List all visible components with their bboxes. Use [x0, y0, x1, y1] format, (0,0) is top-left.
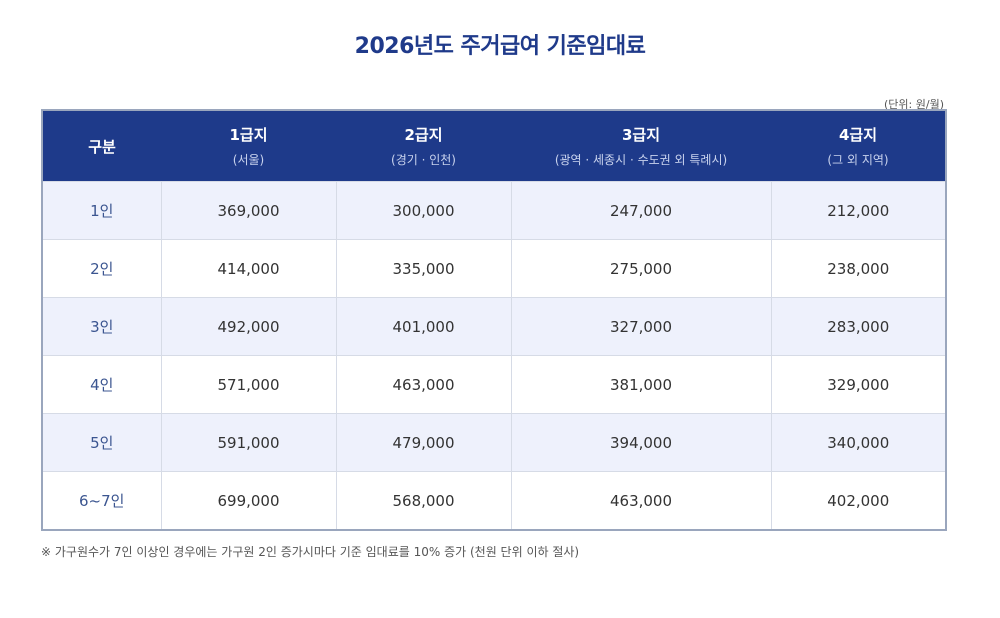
- header-category: 구분: [42, 110, 161, 182]
- footnote: ※ 가구원수가 7인 이상인 경우에는 가구원 2인 증가시마다 기준 임대료를…: [41, 545, 580, 559]
- cell-tier-2: 335,000: [335, 239, 511, 298]
- cell-tier-4: 238,000: [770, 239, 946, 298]
- page-title: 2026년도 주거급여 기준임대료: [354, 34, 646, 59]
- header-tier-name: 1급지: [229, 126, 268, 144]
- table-row: 1인 369,000 300,000 247,000 212,000: [42, 181, 946, 240]
- cell-tier-1: 369,000: [160, 181, 336, 240]
- cell-tier-1: 591,000: [160, 413, 336, 472]
- row-label: 5인: [42, 413, 161, 472]
- table-row: 4인 571,000 463,000 381,000 329,000: [42, 355, 946, 414]
- unit-label: (단위: 원/월): [884, 98, 944, 111]
- header-tier-region: (광역 · 세종시 · 수도권 외 특례시): [554, 153, 728, 167]
- cell-tier-1: 699,000: [160, 471, 336, 530]
- table-header-row: 구분 1급지 (서울) 2급지 (경기 · 인천) 3급지 (광역 · 세종시 …: [42, 110, 946, 182]
- header-tier-1: 1급지 (서울): [161, 110, 336, 182]
- row-label: 6~7인: [42, 471, 161, 530]
- cell-tier-3: 327,000: [510, 297, 771, 356]
- cell-tier-3: 275,000: [510, 239, 771, 298]
- cell-tier-3: 463,000: [510, 471, 771, 530]
- table-row: 3인 492,000 401,000 327,000 283,000: [42, 297, 946, 356]
- cell-tier-1: 571,000: [160, 355, 336, 414]
- cell-tier-4: 402,000: [770, 471, 946, 530]
- cell-tier-3: 247,000: [510, 181, 771, 240]
- row-label: 1인: [42, 181, 161, 240]
- header-tier-region: (그 외 지역): [827, 153, 889, 167]
- table-row: 6~7인 699,000 568,000 463,000 402,000: [42, 471, 946, 530]
- header-tier-region: (서울): [232, 153, 265, 167]
- cell-tier-1: 492,000: [160, 297, 336, 356]
- cell-tier-3: 394,000: [510, 413, 771, 472]
- header-tier-name: 4급지: [838, 126, 878, 144]
- cell-tier-2: 479,000: [335, 413, 511, 472]
- header-tier-name: 3급지: [621, 126, 661, 144]
- cell-tier-4: 212,000: [770, 181, 946, 240]
- cell-tier-2: 300,000: [335, 181, 511, 240]
- header-tier-4: 4급지 (그 외 지역): [771, 110, 946, 182]
- cell-tier-4: 283,000: [770, 297, 946, 356]
- table-row: 2인 414,000 335,000 275,000 238,000: [42, 239, 946, 298]
- row-label: 2인: [42, 239, 161, 298]
- header-tier-region: (경기 · 인천): [391, 153, 456, 167]
- row-label: 4인: [42, 355, 161, 414]
- cell-tier-2: 568,000: [335, 471, 511, 530]
- header-tier-2: 2급지 (경기 · 인천): [336, 110, 511, 182]
- cell-tier-2: 463,000: [335, 355, 511, 414]
- rent-table: 구분 1급지 (서울) 2급지 (경기 · 인천) 3급지 (광역 · 세종시 …: [41, 109, 947, 531]
- table-row: 5인 591,000 479,000 394,000 340,000: [42, 413, 946, 472]
- header-tier-name: 2급지: [404, 126, 443, 144]
- header-tier-3: 3급지 (광역 · 세종시 · 수도권 외 특례시): [511, 110, 771, 182]
- cell-tier-4: 329,000: [770, 355, 946, 414]
- cell-tier-4: 340,000: [770, 413, 946, 472]
- cell-tier-3: 381,000: [510, 355, 771, 414]
- cell-tier-1: 414,000: [160, 239, 336, 298]
- cell-tier-2: 401,000: [335, 297, 511, 356]
- row-label: 3인: [42, 297, 161, 356]
